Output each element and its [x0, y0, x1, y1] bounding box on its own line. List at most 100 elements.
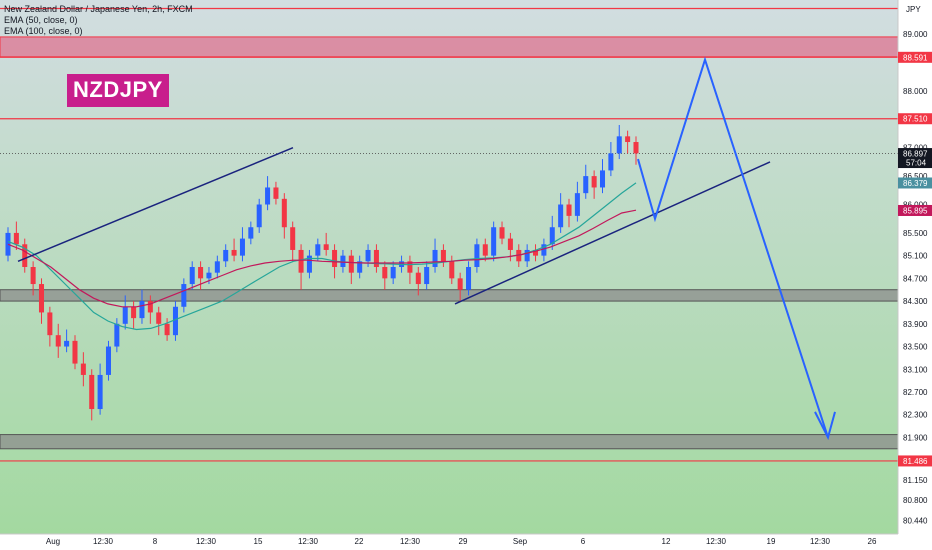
- candle-body-30: [256, 204, 262, 228]
- symbol-badge: NZDJPY: [67, 74, 169, 107]
- candle-body-7: [64, 340, 70, 347]
- time-axis-bg: [0, 534, 932, 550]
- price-tick-3: 86.500: [903, 172, 928, 181]
- candle-body-0: [5, 232, 11, 256]
- candle-body-58: [491, 227, 497, 256]
- price-tag-0: 88.591: [903, 53, 928, 62]
- candle-body-25: [214, 261, 220, 273]
- price-tick-8: 84.300: [903, 297, 928, 306]
- price-axis-unit: JPY: [906, 5, 921, 14]
- candle-body-20: [172, 306, 178, 336]
- candle-body-45: [382, 267, 388, 279]
- candle-body-72: [608, 153, 614, 171]
- candle-body-8: [72, 340, 78, 364]
- candle-body-38: [323, 244, 329, 250]
- trendline-upper: [17, 147, 294, 263]
- time-tick-2: 8: [153, 537, 158, 546]
- candle-body-65: [549, 227, 555, 245]
- candle-body-43: [365, 249, 371, 262]
- candle-body-15: [131, 306, 137, 319]
- candle-body-69: [583, 176, 589, 194]
- candle-body-46: [390, 267, 396, 279]
- candle-body-26: [223, 249, 229, 262]
- candle-body-28: [239, 238, 245, 256]
- price-tick-5: 85.500: [903, 229, 928, 238]
- candle-body-21: [181, 284, 187, 307]
- price-tick-1: 88.000: [903, 87, 928, 96]
- price-tick-6: 85.100: [903, 252, 928, 261]
- time-tick-10: 6: [581, 537, 586, 546]
- candle-body-12: [105, 346, 111, 375]
- time-tick-9: Sep: [513, 537, 528, 546]
- candle-body-49: [415, 272, 421, 285]
- zone-2: [0, 434, 899, 450]
- candle-body-1: [13, 232, 19, 245]
- price-tag-bg-5: [898, 455, 932, 467]
- price-tag-4: 85.895: [903, 206, 928, 215]
- candle-body-73: [616, 136, 622, 154]
- candle-body-17: [147, 301, 153, 313]
- candle-body-34: [290, 227, 296, 250]
- candle-body-68: [574, 193, 580, 216]
- candle-body-3: [30, 267, 36, 285]
- price-tag-5: 81.486: [903, 457, 928, 466]
- candle-body-44: [373, 249, 379, 267]
- price-tag-sub-2: 57:04: [906, 159, 927, 168]
- candle-body-75: [633, 142, 639, 154]
- time-tick-3: 12:30: [196, 537, 217, 546]
- candle-body-6: [55, 335, 61, 347]
- time-tick-11: 12: [662, 537, 671, 546]
- candle-body-51: [432, 249, 438, 267]
- candle-body-71: [599, 170, 606, 188]
- time-tick-5: 12:30: [298, 537, 319, 546]
- candle-body-18: [156, 312, 162, 324]
- zone-1: [0, 289, 899, 302]
- ema50-legend: EMA (50, close, 0): [4, 15, 78, 25]
- candle-body-67: [566, 204, 572, 216]
- ema50-line: [7, 182, 637, 331]
- candle-body-53: [449, 261, 455, 279]
- candle-body-14: [122, 306, 128, 324]
- price-tick-15: 81.150: [903, 476, 928, 485]
- price-tick-16: 80.800: [903, 496, 928, 505]
- candle-body-24: [206, 272, 212, 279]
- candle-body-16: [139, 301, 145, 319]
- candle-body-5: [47, 312, 53, 336]
- candle-body-54: [457, 278, 463, 290]
- zone-0: [0, 36, 899, 58]
- price-tag-1: 87.510: [903, 115, 928, 124]
- candle-body-22: [189, 267, 195, 285]
- time-tick-0: Aug: [46, 537, 60, 546]
- price-tag-bg-0: [898, 51, 932, 63]
- candle-body-33: [281, 198, 287, 228]
- candle-body-39: [332, 249, 338, 267]
- candle-body-57: [482, 244, 488, 256]
- price-tick-9: 83.900: [903, 320, 928, 329]
- price-tag-bg-3: [898, 177, 932, 189]
- candle-body-2: [22, 244, 28, 267]
- price-tag-2: 86.897: [903, 150, 928, 159]
- projection-path: [637, 56, 829, 438]
- chart-title: New Zealand Dollar / Japanese Yen, 2h, F…: [4, 4, 193, 14]
- time-tick-1: 12:30: [93, 537, 114, 546]
- candle-body-56: [474, 244, 480, 267]
- ema100-line: [7, 209, 637, 308]
- price-tick-12: 82.700: [903, 388, 928, 397]
- price-tick-0: 89.000: [903, 30, 928, 39]
- time-tick-8: 29: [459, 537, 468, 546]
- candle-body-11: [97, 374, 103, 410]
- candle-body-42: [357, 261, 363, 273]
- candle-body-19: [164, 323, 170, 336]
- time-tick-12: 12:30: [706, 537, 727, 546]
- candle-body-13: [114, 323, 120, 347]
- time-tick-6: 22: [355, 537, 364, 546]
- candle-body-36: [306, 255, 312, 273]
- time-tick-7: 12:30: [400, 537, 421, 546]
- price-tick-14: 81.900: [903, 433, 928, 442]
- candle-body-59: [499, 227, 505, 239]
- candle-body-50: [424, 267, 430, 285]
- price-tick-7: 84.700: [903, 274, 928, 283]
- price-tick-11: 83.100: [903, 365, 928, 374]
